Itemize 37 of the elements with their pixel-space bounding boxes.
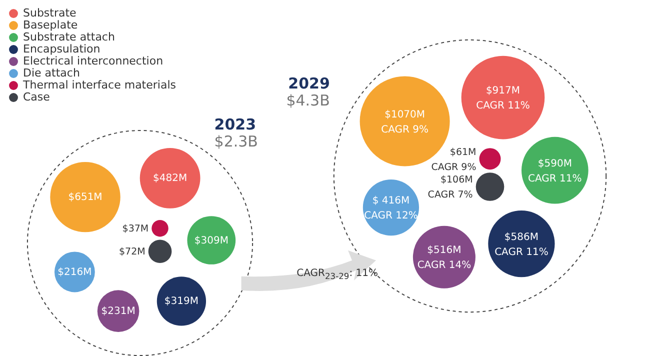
text: CAGR 11% xyxy=(528,173,582,184)
data-label: $482M xyxy=(153,173,188,184)
data-label: $ 416M xyxy=(372,196,410,207)
data-label: $231M xyxy=(101,306,136,318)
data-label: $106M xyxy=(440,174,473,186)
data-label: $309M xyxy=(194,235,228,246)
data-label: $37M xyxy=(122,223,149,234)
legend-label: Baseplate xyxy=(23,18,78,32)
category-label: 2029 xyxy=(288,74,330,92)
text: CAGR 7% xyxy=(428,190,473,201)
text: CAGR 12% xyxy=(364,210,418,222)
text: CAGR 9% xyxy=(431,162,476,173)
text: CAGR$_{23-29}$: 11% xyxy=(296,268,378,282)
data-label: $72M xyxy=(118,246,146,258)
legend-label: Substrate xyxy=(23,6,77,20)
text: CAGR 11% xyxy=(494,246,548,258)
data-label: $917M xyxy=(486,86,520,97)
legend-label: Thermal interface materials xyxy=(22,78,176,92)
legend-label: Die attach xyxy=(23,66,80,80)
legend-label: Electrical interconnection xyxy=(23,54,164,68)
text: CAGR 11% xyxy=(476,100,530,112)
text: CAGR 9% xyxy=(381,124,429,136)
data-label: $319M xyxy=(164,296,198,308)
text: $4.3B xyxy=(286,91,330,110)
data-label: $586M xyxy=(504,232,538,243)
text: $2.3B xyxy=(214,132,258,150)
data-label: $651M xyxy=(68,192,102,204)
legend-label: Encapsulation xyxy=(23,42,100,56)
text: CAGR 14% xyxy=(417,260,472,272)
data-label: $216M xyxy=(58,266,92,278)
legend-label: Substrate attach xyxy=(23,30,115,44)
data-label: $590M xyxy=(538,158,572,170)
data-label: $1070M xyxy=(384,109,426,120)
category-label: 2023 xyxy=(214,115,256,134)
data-label: $61M xyxy=(450,146,476,158)
legend-label: Case xyxy=(23,90,50,104)
data-label: $516M xyxy=(427,245,462,256)
